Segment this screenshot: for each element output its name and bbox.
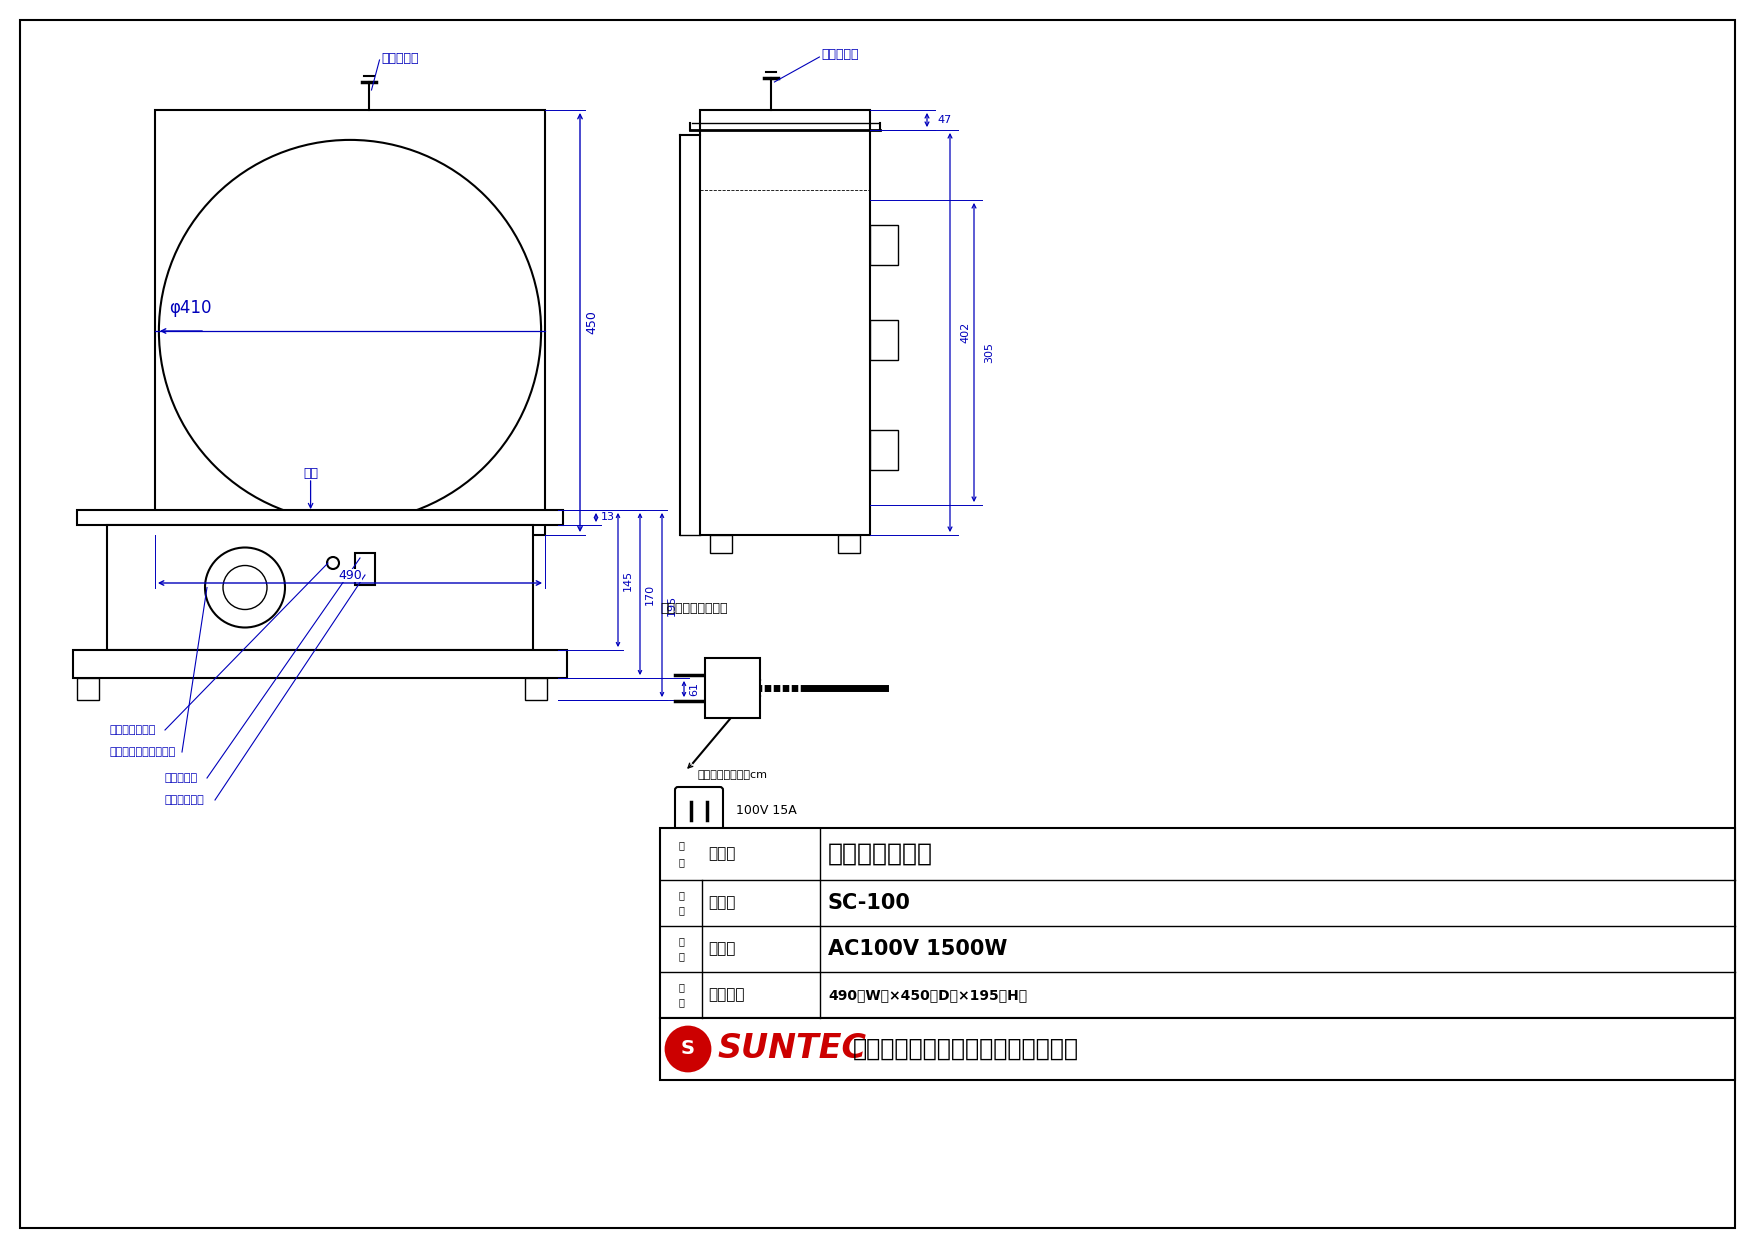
Text: ㈱株式サンテックコーポレーション: ㈱株式サンテックコーポレーション <box>853 1037 1079 1061</box>
Bar <box>525 678 548 700</box>
Circle shape <box>665 1028 711 1071</box>
Bar <box>660 1018 1736 1080</box>
Circle shape <box>326 557 339 570</box>
Text: 仕　様: 仕 様 <box>707 942 735 957</box>
Circle shape <box>223 566 267 609</box>
Text: φ410: φ410 <box>168 299 212 316</box>
Bar <box>700 110 870 535</box>
Text: 13: 13 <box>600 513 614 522</box>
Bar <box>107 525 534 650</box>
Bar <box>706 658 760 719</box>
Bar <box>77 678 98 700</box>
Bar <box>154 110 546 535</box>
Bar <box>870 320 899 360</box>
Bar <box>74 650 567 678</box>
Bar <box>711 535 732 553</box>
Bar <box>355 553 376 585</box>
Text: 490: 490 <box>339 570 362 582</box>
Text: 尺: 尺 <box>677 858 684 867</box>
Circle shape <box>160 140 541 522</box>
Text: 402: 402 <box>960 321 971 343</box>
Text: 図: 図 <box>677 952 684 962</box>
Text: 認: 認 <box>677 998 684 1008</box>
Text: 熱盤: 熱盤 <box>304 467 318 480</box>
Text: 電源コード: 電源コード <box>381 51 419 65</box>
Text: アース（緑）１０cm: アース（緑）１０cm <box>698 769 769 781</box>
Text: 195: 195 <box>667 594 677 616</box>
Text: 47: 47 <box>937 115 951 125</box>
Bar <box>870 225 899 266</box>
Text: 外形寸法: 外形寸法 <box>707 988 744 1003</box>
Text: 型　式: 型 式 <box>707 896 735 911</box>
Text: SC-100: SC-100 <box>828 894 911 913</box>
Text: 電源スイッチ: 電源スイッチ <box>165 795 205 805</box>
Text: 製: 製 <box>677 936 684 947</box>
Bar <box>870 429 899 470</box>
Text: 電源コード: 電源コード <box>821 48 858 62</box>
Text: 承: 承 <box>677 983 684 993</box>
Bar <box>660 828 1736 1018</box>
Text: 305: 305 <box>985 343 993 364</box>
Text: AC100V 1500W: AC100V 1500W <box>828 939 1007 959</box>
Text: 電源ランプ: 電源ランプ <box>165 773 198 783</box>
Text: S: S <box>681 1040 695 1059</box>
Text: 170: 170 <box>646 583 655 604</box>
Text: 設: 設 <box>677 890 684 900</box>
FancyBboxPatch shape <box>676 787 723 835</box>
Bar <box>77 510 563 525</box>
Text: 計: 計 <box>677 906 684 916</box>
Text: 145: 145 <box>623 570 634 591</box>
Text: クレープシェフ: クレープシェフ <box>828 841 934 866</box>
Text: 縮: 縮 <box>677 840 684 850</box>
Text: 100V 15A: 100V 15A <box>735 804 797 818</box>
Text: 450: 450 <box>584 310 598 334</box>
Text: サーモ　ランプ: サーモ ランプ <box>111 725 156 735</box>
Text: 490（W）×450（D）×195（H）: 490（W）×450（D）×195（H） <box>828 988 1027 1001</box>
Text: 製品名: 製品名 <box>707 846 735 861</box>
Circle shape <box>205 547 284 628</box>
Bar <box>837 535 860 553</box>
Text: SUNTEC: SUNTEC <box>718 1033 867 1066</box>
Text: 適合コンセント形状: 適合コンセント形状 <box>660 602 728 616</box>
Text: サーモ　コントロール: サーモ コントロール <box>111 747 176 757</box>
Text: 61: 61 <box>690 683 698 696</box>
